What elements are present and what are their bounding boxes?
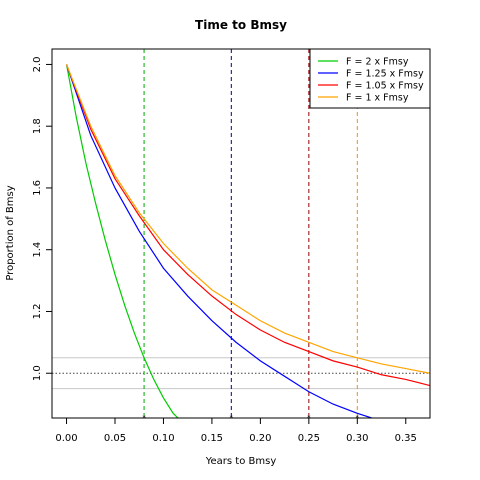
y-axis-label: Proportion of Bmsy xyxy=(5,185,16,280)
x-tick-label: 0.30 xyxy=(346,433,368,444)
x-axis: 0.00 0.05 0.10 0.15 0.20 0.25 0.30 0.35 xyxy=(55,417,417,444)
legend-label-3: F = 1 x Fmsy xyxy=(346,93,409,104)
x-tick-label: 0.35 xyxy=(395,433,417,444)
series-line-2 xyxy=(65,64,430,387)
series-line-1 xyxy=(65,64,374,418)
legend-label-1: F = 1.25 x Fmsy xyxy=(346,69,424,80)
legend-box xyxy=(309,48,431,109)
series-line-3 xyxy=(65,64,430,374)
chart-title: Time to Bmsy xyxy=(195,18,287,32)
legend-label-2: F = 1.05 x Fmsy xyxy=(346,81,424,92)
series-lines xyxy=(65,64,430,418)
y-tick-label: 1.8 xyxy=(32,118,43,134)
legend-label-0: F = 2 x Fmsy xyxy=(346,57,409,68)
y-axis: 1.0 1.2 1.4 1.6 1.8 2.0 xyxy=(32,56,52,381)
x-tick-label: 0.15 xyxy=(201,433,223,444)
x-axis-label: Years to Bmsy xyxy=(205,456,277,467)
x-tick-label: 0.05 xyxy=(104,433,126,444)
reference-lines xyxy=(52,357,430,390)
x-tick-label: 0.25 xyxy=(298,433,320,444)
y-tick-label: 1.2 xyxy=(32,304,43,320)
x-tick-label: 0.00 xyxy=(55,433,77,444)
series-line-0 xyxy=(65,64,179,418)
x-tick-label: 0.10 xyxy=(152,433,174,444)
y-tick-label: 1.6 xyxy=(32,180,43,196)
time-to-bmsy-lines xyxy=(143,49,358,418)
y-tick-label: 1.4 xyxy=(32,242,43,258)
x-tick-label: 0.20 xyxy=(249,433,271,444)
y-tick-label: 2.0 xyxy=(32,56,43,72)
y-tick-label: 1.0 xyxy=(32,365,43,381)
